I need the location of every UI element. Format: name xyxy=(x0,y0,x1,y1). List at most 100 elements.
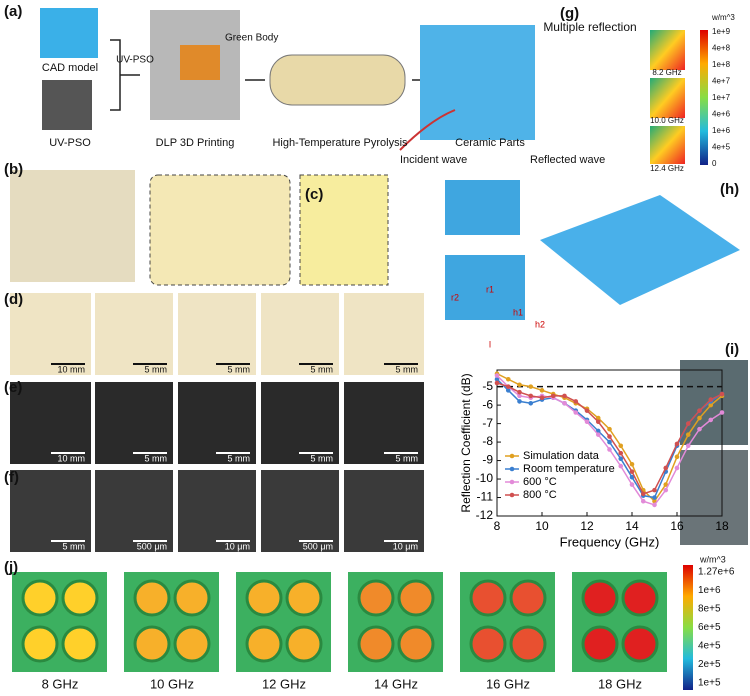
hotspot xyxy=(21,625,59,663)
photo xyxy=(178,293,256,375)
point xyxy=(697,415,702,421)
label: UV-PSO xyxy=(49,137,91,149)
label: 5 mm xyxy=(311,453,334,463)
point xyxy=(607,447,612,452)
scale-bar xyxy=(384,540,418,542)
point xyxy=(607,434,612,439)
point xyxy=(697,408,702,413)
label: 10.0 GHz xyxy=(650,116,684,125)
point xyxy=(629,469,635,474)
scale-bar xyxy=(133,363,167,365)
point xyxy=(517,389,522,395)
hotspot xyxy=(245,625,283,663)
label: 10 μm xyxy=(393,541,418,551)
label: (b) xyxy=(4,161,23,178)
label: (j) xyxy=(4,559,18,576)
label: 1e+5 xyxy=(698,678,721,689)
point xyxy=(652,487,657,493)
legend-label: 600 °C xyxy=(523,476,557,488)
field-g1 xyxy=(650,30,685,70)
point xyxy=(719,391,725,397)
point xyxy=(663,482,669,487)
chart: -12 -11 -10 -9 -8 -7 -6 -5 8 10 12 14 16 18 Frequency … xyxy=(459,369,729,549)
point xyxy=(595,432,601,437)
scale-bar xyxy=(384,363,418,365)
label: (d) xyxy=(4,291,23,308)
point xyxy=(674,454,680,460)
furnace xyxy=(269,54,406,106)
point xyxy=(494,380,500,386)
scale-bar xyxy=(384,452,418,454)
point xyxy=(562,400,567,406)
photo xyxy=(95,293,173,375)
y-axis-title: Reflection Coefficient (dB) xyxy=(459,373,473,512)
legend-marker xyxy=(509,453,515,459)
field-g2 xyxy=(650,78,685,118)
label: (f) xyxy=(4,469,19,486)
y-tick-label: -11 xyxy=(477,490,494,504)
label: 5 mm xyxy=(63,541,86,551)
label: 5 mm xyxy=(228,453,251,463)
hotspot xyxy=(21,579,59,617)
label: (c) xyxy=(305,186,323,203)
label: 4e+7 xyxy=(712,77,731,86)
point xyxy=(652,502,657,508)
hotspot xyxy=(469,625,507,663)
scale-bar xyxy=(299,363,333,365)
scale-bar xyxy=(133,540,167,542)
photo xyxy=(10,470,91,552)
label: 12.4 GHz xyxy=(650,164,684,173)
scale-bar xyxy=(216,363,250,365)
legend-marker xyxy=(509,479,515,485)
label: 5 mm xyxy=(145,453,168,463)
label: (e) xyxy=(4,379,22,396)
plot-frame xyxy=(496,369,723,517)
label: 10 GHz xyxy=(150,676,194,691)
point xyxy=(573,399,579,404)
point xyxy=(539,388,545,393)
point xyxy=(584,419,590,425)
hotspot xyxy=(509,625,547,663)
scale-bar xyxy=(299,452,333,454)
label: (a) xyxy=(4,3,22,20)
photo xyxy=(261,293,339,375)
label: w/m^3 xyxy=(711,13,735,22)
point xyxy=(494,373,500,378)
structure-g xyxy=(420,25,535,140)
x-tick-label: 12 xyxy=(580,519,594,533)
label: Ceramic Parts xyxy=(455,137,525,149)
y-tick-label: -7 xyxy=(482,416,493,430)
scale-bar xyxy=(51,363,85,365)
label: w/m^3 xyxy=(699,554,726,564)
label: 1e+8 xyxy=(712,60,731,69)
label: 12 GHz xyxy=(262,676,306,691)
hotspot xyxy=(61,625,99,663)
point xyxy=(539,395,545,401)
y-tick-label: -12 xyxy=(476,508,494,522)
hotspot xyxy=(133,625,171,663)
point xyxy=(618,443,624,449)
label: 1.27e+6 xyxy=(698,567,735,578)
point xyxy=(697,426,702,432)
point xyxy=(629,474,635,480)
hotspot xyxy=(245,579,283,617)
resin-photo xyxy=(42,80,92,130)
label: 1e+6 xyxy=(712,126,731,135)
point xyxy=(708,397,714,402)
label: 16 GHz xyxy=(486,676,530,691)
hotspot xyxy=(357,625,395,663)
point xyxy=(685,421,691,426)
unit-cell-section xyxy=(445,255,525,320)
legend-label: Simulation data xyxy=(523,450,600,462)
point xyxy=(685,443,691,449)
label: Multiple reflection xyxy=(543,20,636,34)
point xyxy=(629,482,635,487)
y-tick-label: -8 xyxy=(482,434,493,448)
label: h2 xyxy=(535,319,545,329)
green-body xyxy=(180,45,220,80)
label: 0 xyxy=(712,159,717,168)
point xyxy=(618,463,624,469)
point xyxy=(663,465,669,471)
point xyxy=(595,428,601,434)
label: (g) xyxy=(560,5,579,22)
